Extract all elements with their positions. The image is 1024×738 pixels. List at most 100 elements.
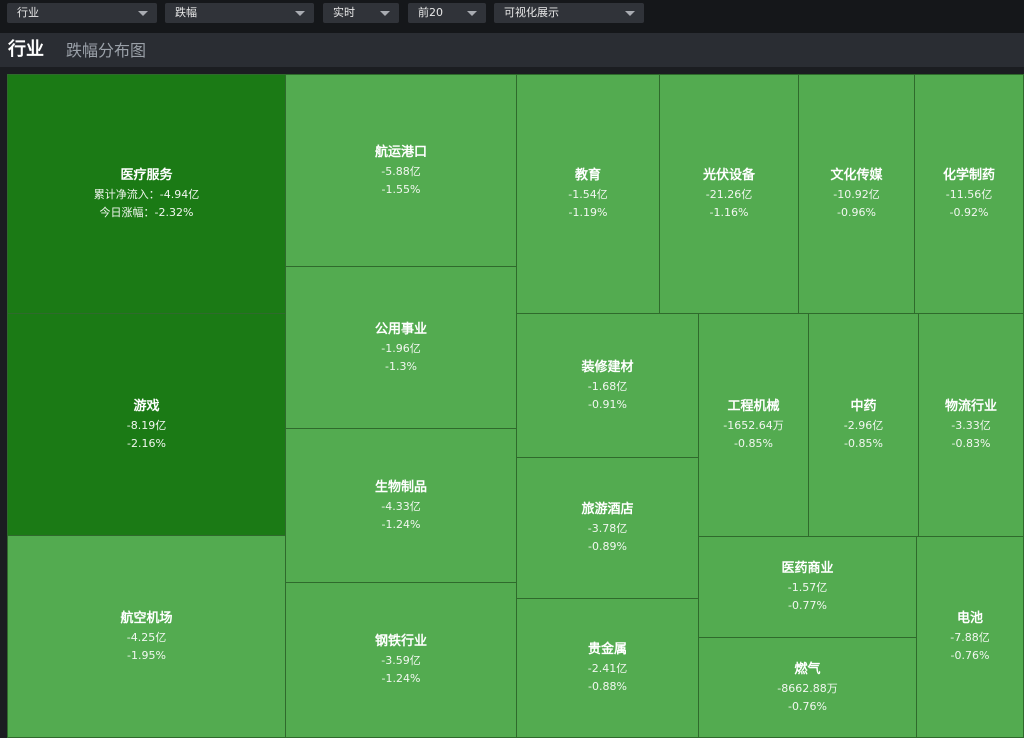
tile-change: -0.92% <box>949 206 989 219</box>
chevron-down-icon <box>138 11 148 16</box>
treemap-tile[interactable]: 文化传媒 -10.92亿 -0.96% <box>798 74 915 314</box>
tile-name: 生物制品 <box>374 479 427 495</box>
tile-name: 游戏 <box>133 398 160 414</box>
tile-flow: -1.96亿 <box>381 341 421 355</box>
tile-name: 教育 <box>574 168 601 183</box>
topn-select[interactable]: 前20 <box>408 3 486 23</box>
tile-flow: -1.68亿 <box>587 379 628 393</box>
treemap-tile[interactable]: 航空机场 -4.25亿 -1.95% <box>7 535 286 738</box>
tile-name: 贵金属 <box>587 642 627 657</box>
metric-select-label: 跌幅 <box>175 6 197 19</box>
tile-change: -1.16% <box>709 206 749 219</box>
tile-flow: -8.19亿 <box>126 418 167 432</box>
tile-name: 公用事业 <box>374 321 427 337</box>
tile-flow: 累计净流入：-4.94亿 <box>93 188 200 201</box>
treemap-tile[interactable]: 贵金属 -2.41亿 -0.88% <box>516 598 699 738</box>
chevron-down-icon <box>380 11 390 16</box>
treemap-tile[interactable]: 物流行业 -3.33亿 -0.83% <box>918 313 1024 537</box>
metric-select[interactable]: 跌幅 <box>165 3 314 23</box>
tile-flow: -3.78亿 <box>587 522 628 535</box>
tile-flow: -2.96亿 <box>843 419 884 432</box>
treemap-tile[interactable]: 公用事业 -1.96亿 -1.3% <box>285 266 517 429</box>
tile-name: 旅游酒店 <box>581 502 634 517</box>
treemap-tile[interactable]: 旅游酒店 -3.78亿 -0.89% <box>516 457 699 599</box>
chevron-down-icon <box>295 11 305 16</box>
tile-flow: -8662.88万 <box>777 681 838 695</box>
page-title: 行业 <box>8 39 44 60</box>
tile-flow: -1.57亿 <box>787 581 828 594</box>
tile-change: 今日涨幅：-2.32% <box>99 206 194 219</box>
treemap-tile[interactable]: 医疗服务 累计净流入：-4.94亿 今日涨幅：-2.32% <box>7 74 286 314</box>
tile-change: -1.24% <box>381 517 421 531</box>
tile-name: 装修建材 <box>581 359 634 375</box>
treemap-tile[interactable]: 光伏设备 -21.26亿 -1.16% <box>659 74 799 314</box>
treemap-tile[interactable]: 钢铁行业 -3.59亿 -1.24% <box>285 582 517 738</box>
title-bar: 行业 跌幅分布图 <box>0 33 1024 67</box>
tile-name: 工程机械 <box>727 399 780 414</box>
page-subtitle: 跌幅分布图 <box>66 41 147 60</box>
tile-change: -0.85% <box>844 437 883 450</box>
tile-change: -1.3% <box>385 359 417 373</box>
tile-change: -0.91% <box>588 397 627 411</box>
chevron-down-icon <box>467 11 477 16</box>
tile-change: -1.24% <box>381 672 421 685</box>
tile-flow: -7.88亿 <box>950 631 990 644</box>
tile-name: 医药商业 <box>781 561 834 576</box>
tile-flow: -1652.64万 <box>723 419 784 432</box>
tile-flow: -3.33亿 <box>951 419 991 432</box>
treemap-tile[interactable]: 装修建材 -1.68亿 -0.91% <box>516 313 699 458</box>
tile-change: -0.76% <box>950 649 990 662</box>
tile-name: 文化传媒 <box>830 168 883 183</box>
treemap-tile[interactable]: 游戏 -8.19亿 -2.16% <box>7 313 286 536</box>
tile-name: 中药 <box>850 399 877 414</box>
tile-flow: -4.33亿 <box>381 499 421 513</box>
period-select-label: 实时 <box>333 6 355 19</box>
tile-change: -1.19% <box>568 206 608 219</box>
period-select[interactable]: 实时 <box>323 3 399 23</box>
industry-select[interactable]: 行业 <box>7 3 157 23</box>
tile-name: 医疗服务 <box>120 168 173 183</box>
tile-name: 电池 <box>956 611 983 626</box>
toolbar: 行业 跌幅 实时 前20 可视化展示 <box>0 0 1024 33</box>
treemap-tile[interactable]: 航运港口 -5.88亿 -1.55% <box>285 74 517 267</box>
tile-change: -0.76% <box>788 699 827 713</box>
treemap-tile[interactable]: 生物制品 -4.33亿 -1.24% <box>285 428 517 583</box>
tile-change: -2.16% <box>127 436 166 450</box>
tile-flow: -4.25亿 <box>126 630 167 644</box>
tile-flow: -21.26亿 <box>705 188 753 201</box>
tile-change: -0.83% <box>951 437 991 450</box>
treemap-tile[interactable]: 燃气 -8662.88万 -0.76% <box>698 637 917 738</box>
tile-flow: -2.41亿 <box>587 662 628 675</box>
chevron-down-icon <box>625 11 635 16</box>
industry-treemap: 医疗服务 累计净流入：-4.94亿 今日涨幅：-2.32% 游戏 -8.19亿 … <box>0 67 1024 738</box>
tile-name: 钢铁行业 <box>374 634 427 649</box>
tile-flow: -5.88亿 <box>381 164 421 178</box>
treemap-tile[interactable]: 电池 -7.88亿 -0.76% <box>916 536 1024 738</box>
tile-change: -0.77% <box>788 599 827 612</box>
tile-flow: -11.56亿 <box>945 188 993 201</box>
industry-select-label: 行业 <box>17 6 39 19</box>
tile-name: 燃气 <box>794 661 821 677</box>
treemap-tile[interactable]: 工程机械 -1652.64万 -0.85% <box>698 313 809 537</box>
tile-flow: -1.54亿 <box>568 188 608 201</box>
treemap-tile[interactable]: 教育 -1.54亿 -1.19% <box>516 74 660 314</box>
tile-change: -0.96% <box>837 206 876 219</box>
tile-change: -1.95% <box>127 648 166 662</box>
treemap-tile[interactable]: 化学制药 -11.56亿 -0.92% <box>914 74 1024 314</box>
view-select-label: 可视化展示 <box>504 6 559 19</box>
tile-name: 化学制药 <box>942 168 995 183</box>
tile-flow: -3.59亿 <box>381 654 421 667</box>
tile-change: -0.89% <box>588 540 627 553</box>
treemap-tile[interactable]: 中药 -2.96亿 -0.85% <box>808 313 919 537</box>
tile-name: 光伏设备 <box>702 168 755 183</box>
tile-flow: -10.92亿 <box>833 188 880 201</box>
topn-select-label: 前20 <box>418 6 443 19</box>
tile-name: 航运港口 <box>374 144 427 160</box>
tile-change: -0.85% <box>734 437 773 450</box>
tile-change: -0.88% <box>588 680 627 693</box>
tile-name: 物流行业 <box>944 399 997 414</box>
view-select[interactable]: 可视化展示 <box>494 3 644 23</box>
tile-name: 航空机场 <box>120 610 173 626</box>
tile-change: -1.55% <box>381 182 421 196</box>
treemap-tile[interactable]: 医药商业 -1.57亿 -0.77% <box>698 536 917 638</box>
